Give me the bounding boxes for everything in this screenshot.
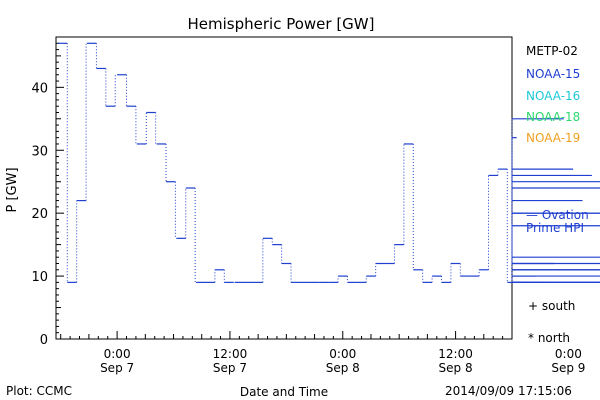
y-tick-label: 30 xyxy=(31,144,48,159)
y-tick-label: 10 xyxy=(31,270,48,285)
x-tick-date-label: Sep 7 xyxy=(100,361,134,375)
x-tick-time-label: 0:00 xyxy=(329,347,356,361)
ovation-label-line2: Prime HPI xyxy=(526,221,584,235)
south-marker-symbol: + xyxy=(528,299,539,313)
y-axis: 0 10 20 30 40 xyxy=(31,36,64,348)
x-axis-label: Date and Time xyxy=(240,385,328,399)
y-axis-label: P [GW] xyxy=(5,167,20,212)
chart-title: Hemispheric Power [GW] xyxy=(188,15,375,33)
legend-noaa18: NOAA-18 xyxy=(526,110,581,124)
plot-timestamp: 2014/09/09 17:15:06 xyxy=(445,384,572,398)
plot-frame xyxy=(55,36,513,340)
north-marker-note: * north xyxy=(528,331,570,345)
x-tick-date-label: Sep 8 xyxy=(326,361,360,375)
x-tick-time-label: 0:00 xyxy=(104,347,131,361)
x-tick-time-label: 12:00 xyxy=(213,347,248,361)
x-tick-date-label: Sep 8 xyxy=(439,361,473,375)
y-tick-label: 40 xyxy=(31,81,48,96)
y-tick-label: 20 xyxy=(31,207,48,222)
legend-noaa16: NOAA-16 xyxy=(526,89,581,103)
north-marker-text: north xyxy=(537,331,571,345)
y-tick-label: 0 xyxy=(40,333,48,348)
north-marker-symbol: * xyxy=(528,331,534,345)
series-layer xyxy=(57,42,600,283)
x-tick-date-label: Sep 7 xyxy=(213,361,247,375)
plot-credit: Plot: CCMC xyxy=(6,384,72,398)
south-marker-text: south xyxy=(541,299,576,313)
x-tick-time-label: 0:00 xyxy=(555,347,582,361)
legend-noaa19: NOAA-19 xyxy=(526,131,581,145)
south-marker-note: + south xyxy=(528,299,575,313)
legend-metp02: METP-02 xyxy=(526,44,578,58)
x-tick-date-label: Sep 9 xyxy=(551,361,585,375)
legend-noaa15: NOAA-15 xyxy=(526,67,581,81)
ovation-label: — Ovation xyxy=(526,208,589,222)
x-tick-time-label: 12:00 xyxy=(438,347,473,361)
